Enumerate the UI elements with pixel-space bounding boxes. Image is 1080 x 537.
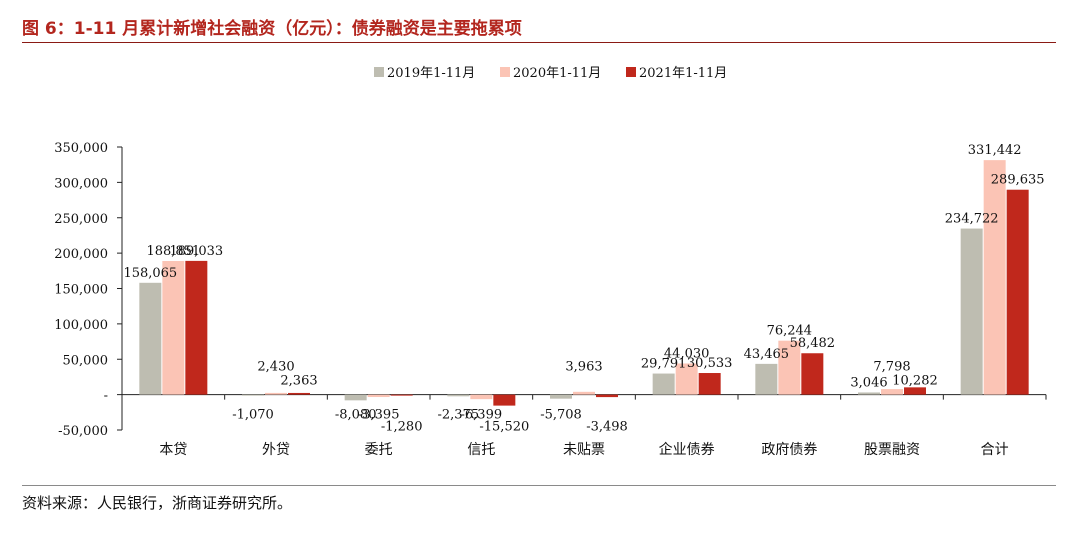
bar bbox=[139, 282, 162, 395]
legend-label: 2021年1-11月 bbox=[639, 66, 727, 81]
legend-swatch bbox=[374, 67, 384, 77]
source-note: 资料来源：人民银行，浙商证券研究所。 bbox=[22, 494, 293, 512]
data-label: 3,963 bbox=[565, 360, 602, 375]
data-labels: 158,065 -1,070 -8,080 -2,375 -5,708 29,791 43,… bbox=[123, 143, 1044, 434]
bar-series bbox=[139, 160, 1029, 406]
bar bbox=[983, 160, 1006, 395]
data-label: 331,442 bbox=[968, 143, 1022, 158]
bar bbox=[778, 340, 801, 395]
x-tick-label: 合计 bbox=[981, 442, 1009, 458]
x-axis: 本贷 外贷 委托 信托 未贴票 企业债券 政府债券 股票融资 合计 bbox=[121, 394, 1047, 458]
bar bbox=[652, 373, 675, 395]
data-label: 30,533 bbox=[687, 356, 733, 371]
data-label: 7,798 bbox=[873, 360, 910, 375]
data-label: 2,363 bbox=[280, 374, 317, 389]
bar bbox=[573, 391, 595, 395]
bar bbox=[470, 394, 493, 400]
y-tick-label: 100,000 bbox=[54, 318, 108, 333]
bar bbox=[265, 392, 287, 395]
data-label: -6,399 bbox=[461, 408, 503, 423]
bar bbox=[550, 394, 572, 399]
data-label: 289,635 bbox=[991, 173, 1045, 188]
bar bbox=[858, 392, 880, 395]
y-tick-label: 50,000 bbox=[63, 353, 109, 368]
data-label: -3,498 bbox=[586, 420, 628, 435]
bar bbox=[596, 394, 618, 398]
y-tick-label: 350,000 bbox=[54, 141, 108, 156]
bar bbox=[242, 394, 264, 396]
data-label: -1,070 bbox=[232, 408, 274, 423]
bar bbox=[904, 387, 926, 395]
bar bbox=[185, 260, 208, 395]
data-label: 188,851 bbox=[146, 244, 200, 259]
data-label: 29,791 bbox=[641, 357, 687, 372]
bar bbox=[493, 394, 516, 406]
data-label: 3,046 bbox=[850, 376, 887, 391]
x-tick-label: 股票融资 bbox=[864, 442, 920, 458]
legend-swatch bbox=[626, 67, 636, 77]
data-label: 44,030 bbox=[664, 346, 710, 361]
bar bbox=[698, 373, 721, 395]
legend-swatch bbox=[500, 67, 510, 77]
x-tick-label: 本贷 bbox=[159, 442, 187, 458]
y-tick-label: - bbox=[104, 389, 108, 404]
bar bbox=[162, 261, 185, 395]
chart-legend: 2019年1-11月 2020年1-11月 2021年1-11月 bbox=[374, 66, 727, 81]
bar bbox=[881, 389, 903, 395]
x-tick-label: 政府债券 bbox=[761, 442, 817, 458]
y-tick-label: -50,000 bbox=[58, 424, 108, 439]
bar bbox=[288, 392, 310, 395]
bar bbox=[755, 363, 778, 395]
data-label: 58,482 bbox=[790, 336, 836, 351]
data-label: 10,282 bbox=[892, 374, 938, 389]
data-label: 43,465 bbox=[744, 347, 790, 362]
data-label: -8,080 bbox=[335, 408, 377, 423]
legend-label: 2020年1-11月 bbox=[513, 66, 601, 81]
source-divider bbox=[22, 485, 1056, 486]
x-tick-label: 委托 bbox=[365, 442, 393, 458]
data-label: -15,520 bbox=[479, 420, 529, 435]
y-axis: -50,000-50,000100,000150,000200,000250,0… bbox=[54, 141, 123, 439]
bar-chart: 2019年1-11月 2020年1-11月 2021年1-11月 -50,000-5… bbox=[54, 66, 1047, 458]
bar bbox=[1006, 189, 1029, 395]
y-tick-label: 300,000 bbox=[54, 176, 108, 191]
bar bbox=[801, 353, 824, 395]
data-label: 234,722 bbox=[945, 212, 999, 227]
data-label: -2,375 bbox=[438, 408, 480, 423]
bar bbox=[390, 394, 413, 396]
x-tick-label: 企业债券 bbox=[659, 441, 715, 458]
x-tick-label: 外贷 bbox=[262, 442, 290, 458]
data-label: 189,033 bbox=[169, 244, 223, 259]
bar bbox=[344, 394, 367, 401]
title-divider bbox=[22, 42, 1056, 43]
data-label: 158,065 bbox=[123, 266, 177, 281]
data-label: -3,395 bbox=[358, 408, 400, 423]
y-tick-label: 150,000 bbox=[54, 283, 108, 298]
y-tick-label: 250,000 bbox=[54, 212, 108, 227]
y-tick-label: 200,000 bbox=[54, 247, 108, 262]
bar bbox=[447, 394, 470, 397]
data-label: 2,430 bbox=[257, 360, 294, 375]
bar bbox=[675, 363, 698, 395]
x-tick-label: 信托 bbox=[467, 442, 495, 458]
bar bbox=[960, 228, 983, 395]
data-label: -1,280 bbox=[381, 420, 423, 435]
x-tick-label: 未贴票 bbox=[563, 442, 605, 458]
data-label: 76,244 bbox=[767, 324, 813, 339]
bar bbox=[367, 394, 390, 398]
legend-label: 2019年1-11月 bbox=[387, 66, 475, 81]
data-label: -5,708 bbox=[540, 408, 582, 423]
figure-title: 图 6：1-11 月累计新增社会融资（亿元）：债券融资是主要拖累项 bbox=[22, 19, 522, 39]
